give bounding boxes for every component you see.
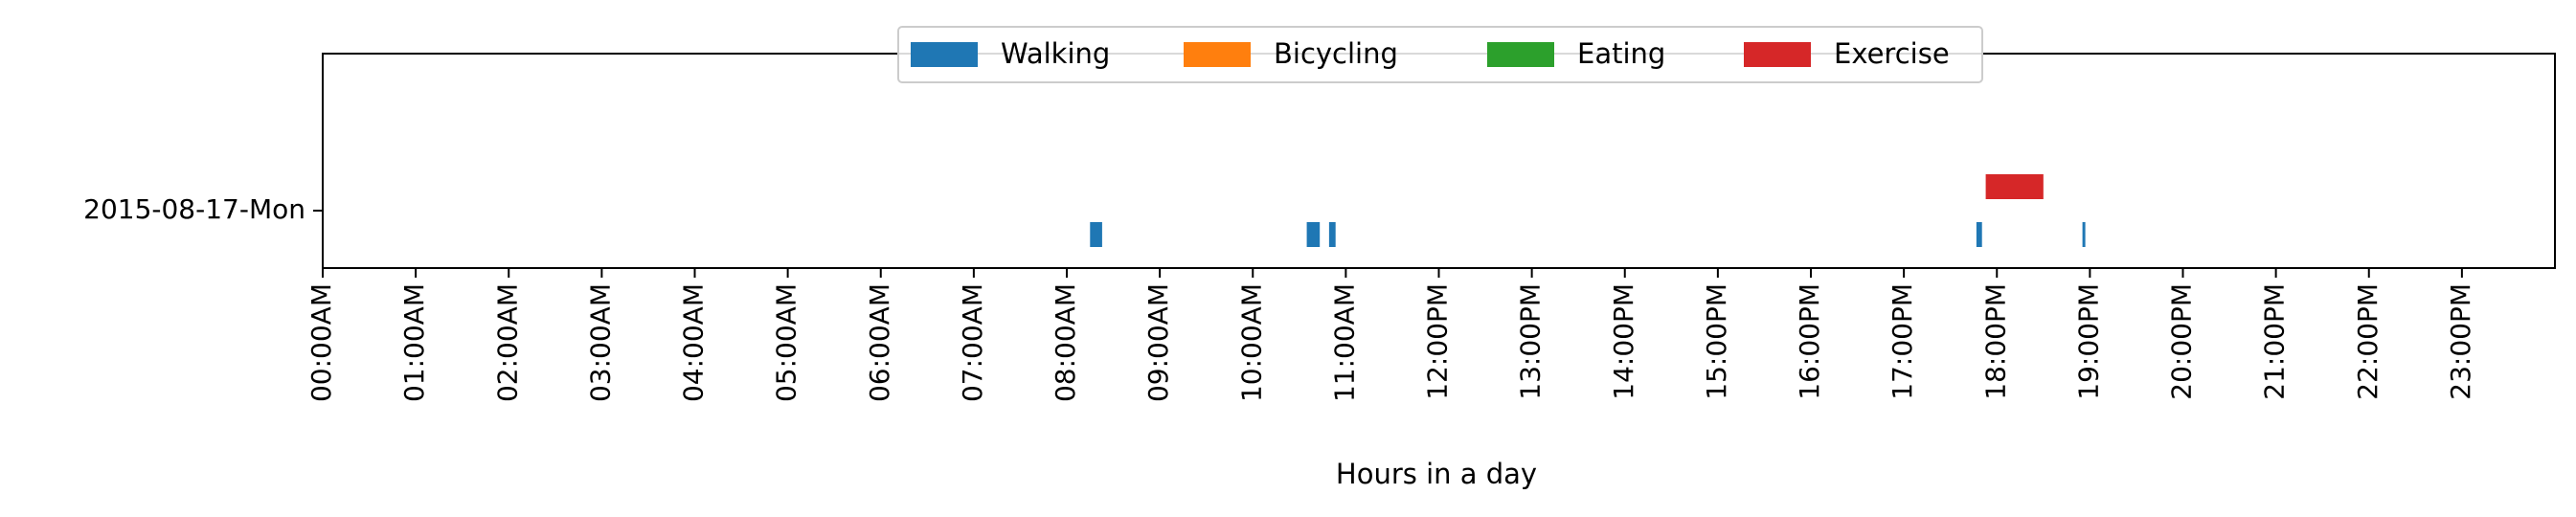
x-tick-label-1: 01:00AM — [398, 283, 430, 402]
x-tick-label-17: 17:00PM — [1887, 283, 1918, 400]
x-tick-label-2: 02:00AM — [491, 283, 523, 402]
x-tick-label-22: 22:00PM — [2352, 283, 2384, 400]
walking-interval-2 — [1306, 222, 1321, 247]
x-tick-label-3: 03:00AM — [584, 283, 616, 402]
walking-interval-1 — [1090, 222, 1102, 247]
legend: Walking Bicycling Eating Exercise — [897, 26, 1983, 83]
exercise-interval-1 — [1985, 174, 2044, 199]
legend-label-walking: Walking — [1001, 37, 1110, 70]
walking-interval-4 — [1976, 222, 1982, 247]
walking-interval-3 — [1328, 222, 1336, 247]
x-tick-label-7: 07:00AM — [957, 283, 988, 402]
legend-label-bicycling: Bicycling — [1274, 37, 1398, 70]
x-tick-label-5: 05:00AM — [771, 283, 802, 402]
legend-swatch-bicycling — [1184, 42, 1251, 67]
y-axis: 2015-08-17-Mon — [83, 193, 323, 225]
x-tick-label-13: 13:00PM — [1515, 283, 1547, 400]
x-axis-title: Hours in a day — [1336, 458, 1537, 490]
x-tick-label-20: 20:00PM — [2166, 283, 2198, 400]
x-tick-label-4: 04:00AM — [678, 283, 710, 402]
x-tick-label-10: 10:00AM — [1235, 283, 1267, 402]
x-tick-label-23: 23:00PM — [2445, 283, 2476, 400]
legend-swatch-exercise — [1744, 42, 1811, 67]
x-tick-label-9: 09:00AM — [1142, 283, 1174, 402]
legend-label-exercise: Exercise — [1834, 37, 1950, 70]
x-tick-label-21: 21:00PM — [2259, 283, 2291, 400]
legend-swatch-walking — [911, 42, 978, 67]
x-tick-label-0: 00:00AM — [305, 283, 337, 402]
x-tick-label-16: 16:00PM — [1794, 283, 1825, 400]
x-tick-label-12: 12:00PM — [1422, 283, 1454, 400]
x-axis: 00:00AM 01:00AM 02:00AM 03:00AM 04:00AM 05:00… — [305, 268, 2476, 402]
legend-label-eating: Eating — [1577, 37, 1665, 70]
legend-box — [897, 26, 1983, 83]
x-tick-label-11: 11:00AM — [1328, 283, 1360, 402]
x-tick-label-14: 14:00PM — [1608, 283, 1639, 400]
y-tick-label-1: 2015-08-17-Mon — [83, 193, 305, 225]
x-tick-label-18: 18:00PM — [1979, 283, 2011, 400]
x-tick-label-8: 08:00AM — [1050, 283, 1081, 402]
walking-interval-5 — [2082, 222, 2086, 247]
legend-swatch-eating — [1487, 42, 1554, 67]
x-tick-label-19: 19:00PM — [2072, 283, 2104, 400]
x-tick-label-6: 06:00AM — [864, 283, 895, 402]
x-tick-label-15: 15:00PM — [1701, 283, 1732, 400]
